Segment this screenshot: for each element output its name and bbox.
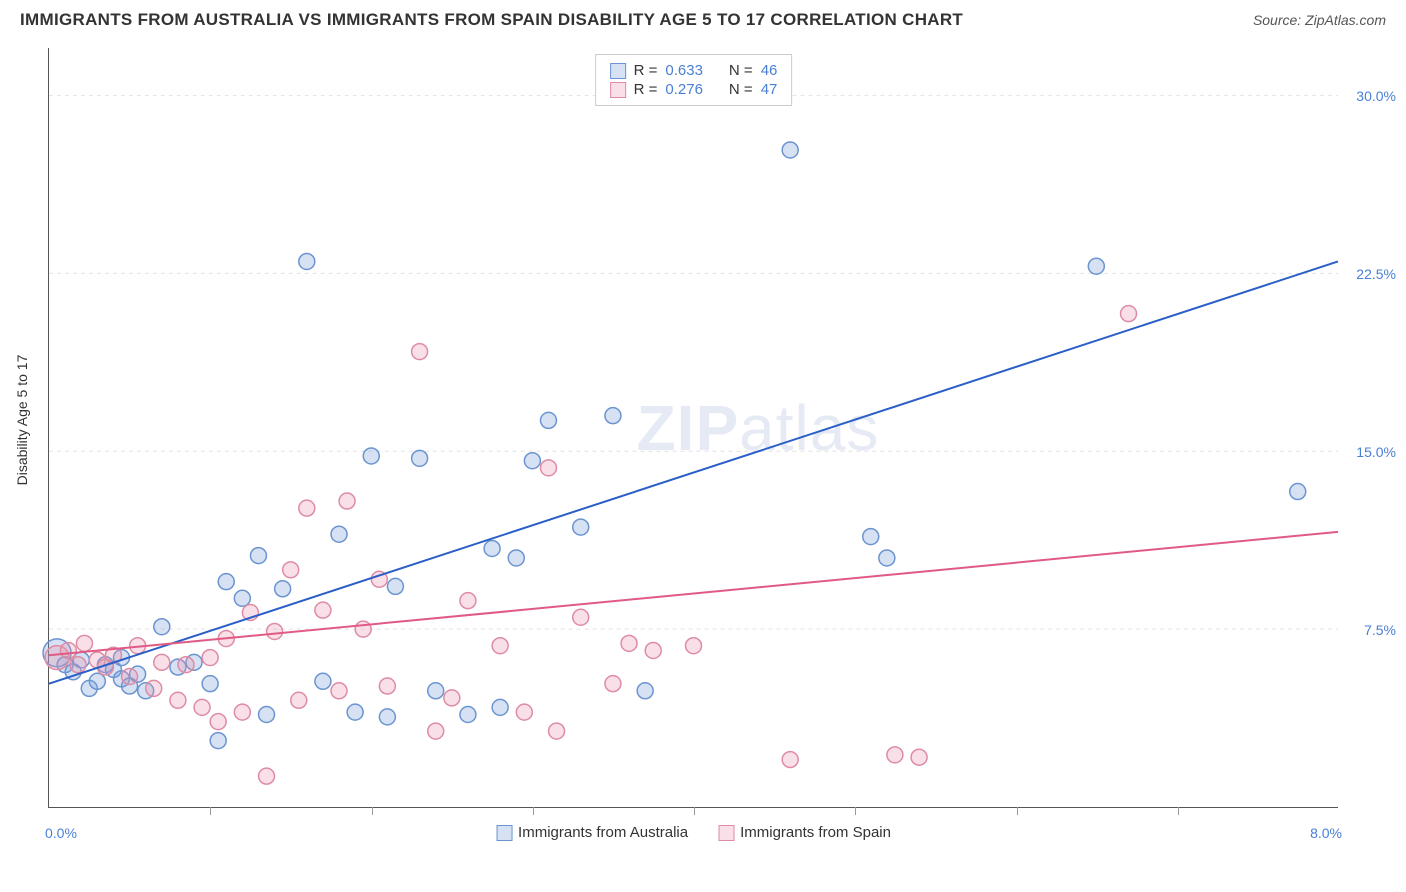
x-axis-max-label: 8.0% (1310, 825, 1342, 841)
swatch-icon (718, 825, 734, 841)
scatter-svg (49, 48, 1338, 807)
x-tick (533, 807, 534, 815)
source-label: Source: ZipAtlas.com (1253, 12, 1386, 28)
n-value: 47 (761, 81, 778, 98)
r-label: R = (634, 81, 658, 98)
plot-area: ZIPatlas R = 0.633 N = 46 R = 0.276 N = … (48, 48, 1338, 808)
correlation-row: R = 0.633 N = 46 (610, 61, 778, 80)
swatch-icon (610, 82, 626, 98)
y-tick-label: 7.5% (1364, 622, 1396, 638)
y-tick-label: 15.0% (1356, 444, 1396, 460)
legend-label: Immigrants from Australia (518, 824, 688, 841)
x-tick (1178, 807, 1179, 815)
legend-item: Immigrants from Australia (496, 824, 688, 841)
n-label: N = (729, 81, 753, 98)
r-value: 0.276 (665, 81, 703, 98)
x-tick (694, 807, 695, 815)
legend: Immigrants from Australia Immigrants fro… (496, 824, 891, 841)
swatch-icon (496, 825, 512, 841)
x-tick (372, 807, 373, 815)
legend-label: Immigrants from Spain (740, 824, 891, 841)
swatch-icon (610, 63, 626, 79)
x-axis-min-label: 0.0% (45, 825, 77, 841)
y-axis-label: Disability Age 5 to 17 (14, 355, 30, 486)
x-tick (855, 807, 856, 815)
chart-title: IMMIGRANTS FROM AUSTRALIA VS IMMIGRANTS … (20, 10, 963, 30)
correlation-legend: R = 0.633 N = 46 R = 0.276 N = 47 (595, 54, 793, 106)
r-value: 0.633 (665, 62, 703, 79)
x-tick (1017, 807, 1018, 815)
legend-item: Immigrants from Spain (718, 824, 891, 841)
r-label: R = (634, 62, 658, 79)
y-tick-label: 30.0% (1356, 88, 1396, 104)
n-value: 46 (761, 62, 778, 79)
header: IMMIGRANTS FROM AUSTRALIA VS IMMIGRANTS … (0, 0, 1406, 36)
n-label: N = (729, 62, 753, 79)
x-tick (210, 807, 211, 815)
y-tick-label: 22.5% (1356, 266, 1396, 282)
correlation-row: R = 0.276 N = 47 (610, 80, 778, 99)
